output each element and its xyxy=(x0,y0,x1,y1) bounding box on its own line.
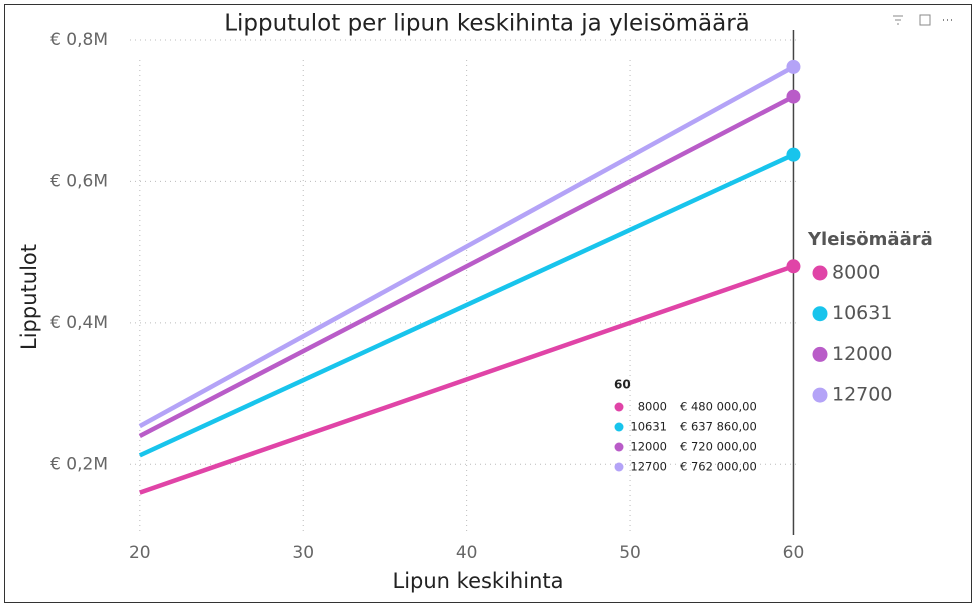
legend-marker xyxy=(812,306,828,322)
tooltip-value: € 762 000,00 xyxy=(680,460,757,474)
tooltip-marker xyxy=(614,442,624,452)
chart-title: Lipputulot per lipun keskihinta ja yleis… xyxy=(224,11,750,37)
legend-label: 8000 xyxy=(832,262,880,284)
series-line xyxy=(138,152,795,458)
tooltip-name: 12700 xyxy=(630,460,667,474)
tooltip-marker xyxy=(614,402,624,412)
x-tick-label: 50 xyxy=(619,543,641,563)
x-tick-label: 40 xyxy=(456,543,478,563)
series-line xyxy=(138,64,795,429)
hover-marker xyxy=(786,89,801,104)
tooltip-value: € 637 860,00 xyxy=(680,420,757,434)
tooltip-marker xyxy=(614,422,624,432)
tooltip-name: 8000 xyxy=(638,400,667,414)
filter-icon[interactable] xyxy=(893,15,903,25)
hover-marker xyxy=(786,147,801,162)
tooltip-name: 10631 xyxy=(630,420,667,434)
legend-marker xyxy=(812,265,828,281)
legend-title: Yleisömäärä xyxy=(807,229,933,250)
y-tick-label: € 0,6M xyxy=(50,171,108,191)
x-axis-label: Lipun keskihinta xyxy=(393,569,564,593)
x-tick-label: 60 xyxy=(783,543,805,563)
x-tick-label: 30 xyxy=(292,543,314,563)
frame xyxy=(4,4,972,603)
y-tick-label: € 0,4M xyxy=(50,313,108,333)
hover-marker xyxy=(786,59,801,74)
x-tick-label: 20 xyxy=(129,543,151,563)
hover-marker xyxy=(786,259,801,274)
tooltip-name: 12000 xyxy=(630,440,667,454)
legend-label: 12000 xyxy=(832,343,892,365)
series-line xyxy=(139,264,795,495)
y-axis-label: Lipputulot xyxy=(17,244,41,350)
legend-label: 12700 xyxy=(832,384,892,406)
focus-icon[interactable] xyxy=(919,14,931,26)
legend-marker xyxy=(812,346,828,362)
legend-marker xyxy=(812,387,828,403)
tooltip-title: 60 xyxy=(614,378,631,392)
y-tick-label: € 0,2M xyxy=(50,454,108,474)
legend-label: 10631 xyxy=(832,302,892,324)
tooltip-marker xyxy=(614,462,624,472)
tooltip-value: € 720 000,00 xyxy=(680,440,757,454)
tooltip-value: € 480 000,00 xyxy=(680,400,757,414)
y-tick-label: € 0,8M xyxy=(50,30,108,50)
toolbar[interactable] xyxy=(893,14,952,26)
series-line xyxy=(138,94,795,438)
